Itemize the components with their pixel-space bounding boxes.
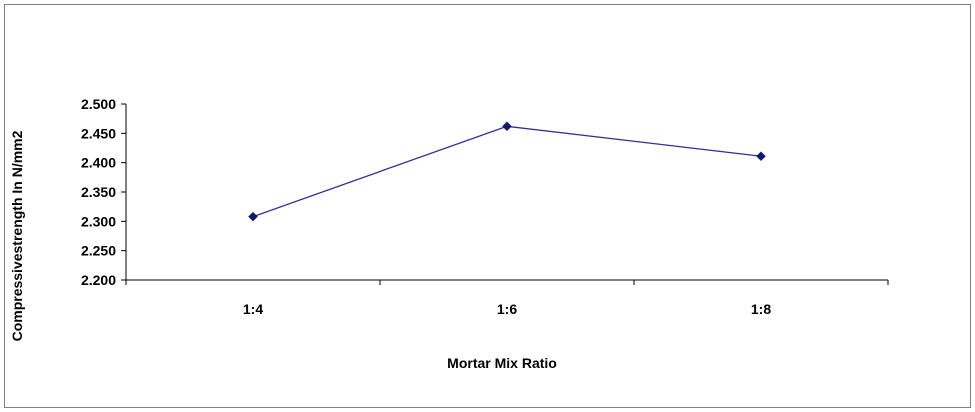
y-tick-label: 2.200 xyxy=(81,272,116,288)
data-point-marker xyxy=(248,211,258,222)
y-axis-title: Compressivestrength In N/mm2 xyxy=(9,130,25,341)
y-tick-label: 2.350 xyxy=(81,184,116,200)
y-tick-label: 2.400 xyxy=(81,155,116,171)
axes xyxy=(121,103,889,285)
data-point-marker xyxy=(756,151,766,162)
series-line xyxy=(252,125,762,218)
x-tick-label: 1:4 xyxy=(243,301,263,317)
x-tick-label: 1:6 xyxy=(497,301,517,317)
y-tick-label: 2.450 xyxy=(81,125,116,141)
y-tick-label: 2.500 xyxy=(81,96,116,112)
data-point-marker xyxy=(502,121,512,132)
x-tick-labels: 1:4 1:6 1:8 xyxy=(243,301,771,317)
series-group xyxy=(248,121,766,222)
y-tick-label: 2.250 xyxy=(81,243,116,259)
y-tick-label: 2.300 xyxy=(81,213,116,229)
chart-frame xyxy=(4,4,971,408)
x-axis-title: Mortar Mix Ratio xyxy=(447,355,557,371)
x-tick-label: 1:8 xyxy=(751,301,771,317)
y-tick-labels: 2.200 2.250 2.300 2.350 2.400 2.450 2.500 xyxy=(81,96,116,288)
